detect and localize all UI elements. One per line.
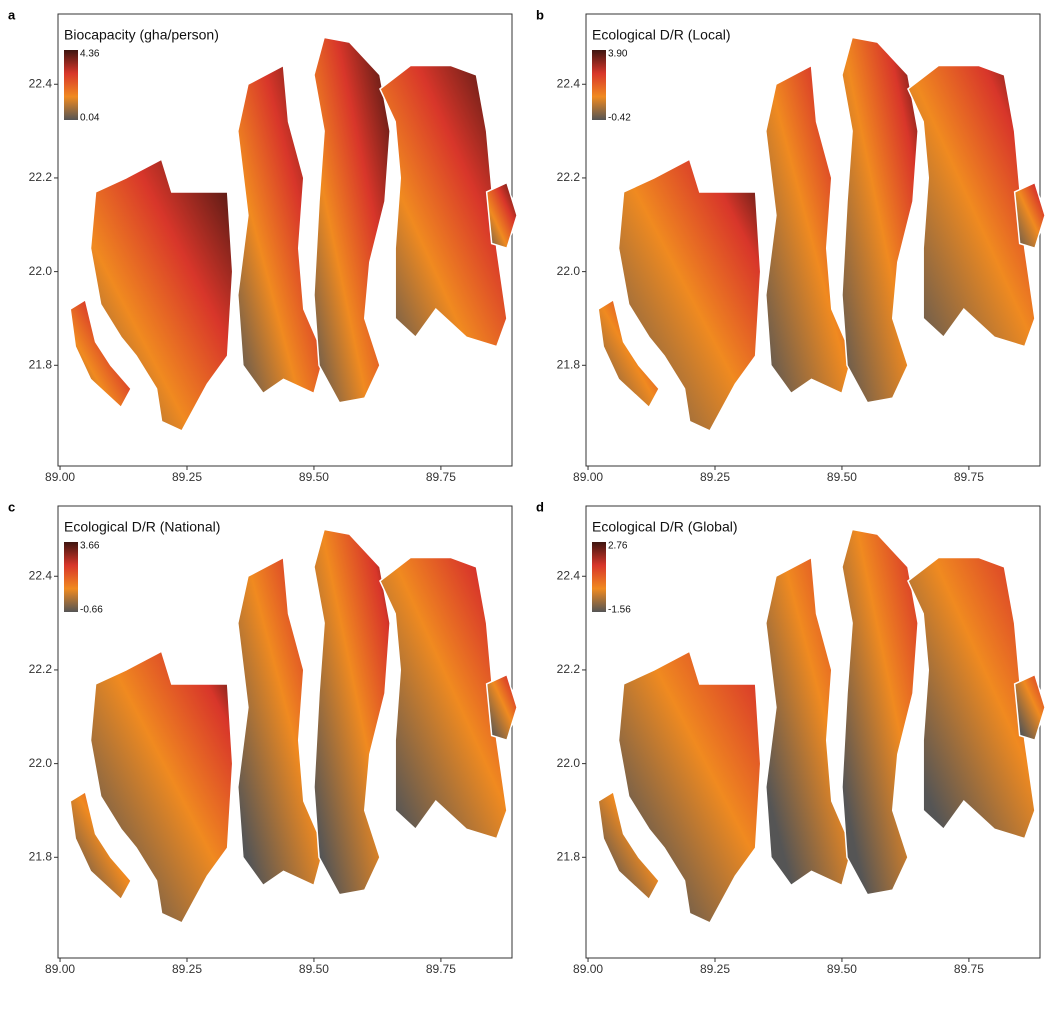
legend-min: -0.66 [80, 605, 103, 616]
map [70, 37, 517, 430]
legend-min: -0.42 [608, 113, 631, 124]
panel: a Biocapacity (gha/person) 4.36 0.04 89.00 89… [8, 7, 517, 484]
map-region [314, 529, 390, 894]
x-tick-label: 89.75 [426, 962, 456, 976]
figure: a Biocapacity (gha/person) 4.36 0.04 89.00 89… [0, 0, 1060, 1005]
panel-label: c [8, 499, 15, 514]
panel-title: Ecological D/R (National) [64, 519, 220, 535]
colorbar [592, 542, 606, 612]
y-tick-label: 22.4 [29, 568, 53, 582]
y-tick-label: 21.8 [29, 849, 53, 863]
colorbar [64, 542, 78, 612]
x-tick-label: 89.50 [827, 470, 857, 484]
x-tick-label: 89.25 [172, 962, 202, 976]
x-tick-label: 89.25 [700, 470, 730, 484]
colorbar [64, 50, 78, 120]
x-tick-label: 89.50 [299, 962, 329, 976]
panel-label: a [8, 7, 16, 22]
y-tick-label: 22.0 [29, 756, 53, 770]
colorbar [592, 50, 606, 120]
panel-label: d [536, 499, 544, 514]
panel: d Ecological D/R (Global) 2.76 -1.56 89.00 89… [536, 499, 1045, 976]
y-tick-label: 21.8 [557, 849, 581, 863]
x-tick-label: 89.00 [573, 470, 603, 484]
x-tick-label: 89.25 [700, 962, 730, 976]
y-tick-label: 22.2 [29, 662, 53, 676]
panel-title: Ecological D/R (Local) [592, 27, 731, 43]
y-tick-label: 22.4 [29, 76, 53, 90]
legend-max: 2.76 [608, 541, 628, 552]
map-region [766, 66, 852, 394]
map [70, 529, 517, 922]
y-tick-label: 22.2 [557, 662, 581, 676]
x-tick-label: 89.50 [299, 470, 329, 484]
map-region [487, 183, 517, 249]
x-tick-label: 89.00 [573, 962, 603, 976]
panel: c Ecological D/R (National) 3.66 -0.66 89.00… [8, 499, 517, 976]
y-tick-label: 22.0 [29, 264, 53, 278]
y-tick-label: 22.0 [557, 756, 581, 770]
panel: b Ecological D/R (Local) 3.90 -0.42 89.00 89.… [536, 7, 1045, 484]
y-tick-label: 21.8 [557, 357, 581, 371]
map-region [766, 558, 852, 886]
map-region [238, 66, 324, 394]
panel-label: b [536, 7, 544, 22]
y-tick-label: 22.0 [557, 264, 581, 278]
y-tick-label: 22.4 [557, 76, 581, 90]
map [598, 529, 1045, 922]
legend-max: 3.90 [608, 49, 628, 60]
map-region [314, 37, 390, 402]
map-region [238, 558, 324, 886]
map-region [1015, 183, 1045, 249]
map-region [1015, 675, 1045, 741]
panel-title: Biocapacity (gha/person) [64, 27, 219, 43]
y-tick-label: 22.2 [557, 170, 581, 184]
x-tick-label: 89.25 [172, 470, 202, 484]
map-region [842, 529, 918, 894]
x-tick-label: 89.75 [426, 470, 456, 484]
x-tick-label: 89.75 [954, 962, 984, 976]
y-tick-label: 21.8 [29, 357, 53, 371]
y-tick-label: 22.2 [29, 170, 53, 184]
legend-min: -1.56 [608, 605, 631, 616]
legend-min: 0.04 [80, 113, 100, 124]
x-tick-label: 89.75 [954, 470, 984, 484]
map-region [842, 37, 918, 402]
panel-title: Ecological D/R (Global) [592, 519, 738, 535]
map-region [487, 675, 517, 741]
x-tick-label: 89.00 [45, 962, 75, 976]
legend-max: 3.66 [80, 541, 100, 552]
y-tick-label: 22.4 [557, 568, 581, 582]
legend-max: 4.36 [80, 49, 100, 60]
x-tick-label: 89.50 [827, 962, 857, 976]
map [598, 37, 1045, 430]
x-tick-label: 89.00 [45, 470, 75, 484]
